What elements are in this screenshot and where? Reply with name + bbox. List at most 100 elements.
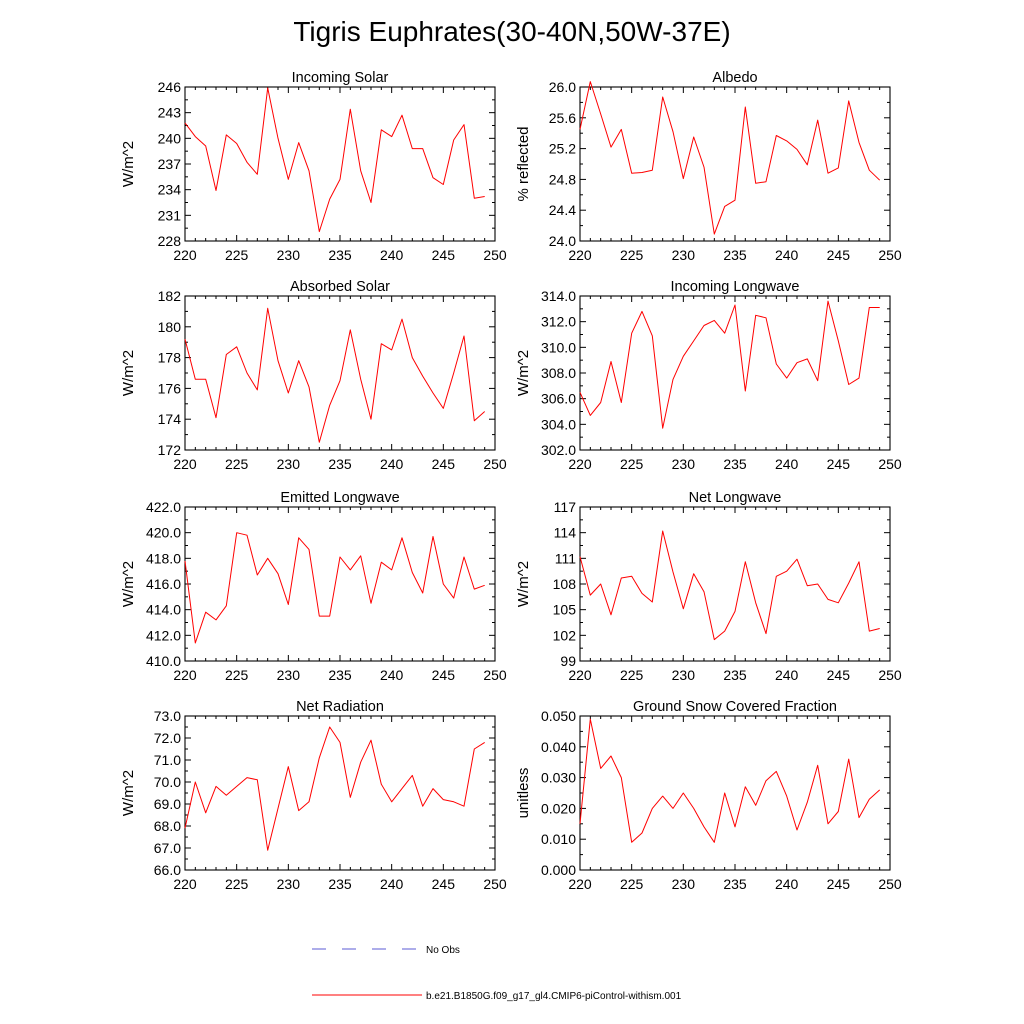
y-tick-label: 418.0 (146, 550, 181, 566)
y-tick-label: 26.0 (549, 79, 576, 95)
x-tick-label: 220 (173, 876, 197, 892)
plot-frame (184, 715, 496, 871)
y-tick-label: 114 (554, 525, 577, 541)
y-tick-label: 117 (554, 499, 577, 515)
x-tick-label: 235 (328, 667, 352, 683)
y-tick-label: 105 (553, 602, 577, 618)
plot-frame (579, 715, 891, 871)
y-tick-label: 68.0 (154, 818, 181, 834)
x-tick-label: 230 (672, 247, 696, 263)
chart-panel: Emitted Longwave W/m^2 220 225 230 235 240 245 2… (120, 490, 507, 683)
y-tick-label: 73.0 (154, 708, 181, 724)
x-tick-label: 225 (620, 876, 644, 892)
panel-title: Ground Snow Covered Fraction (633, 699, 837, 715)
y-tick-label: 0.050 (541, 708, 576, 724)
panel-title: Incoming Longwave (671, 279, 800, 295)
x-tick-label: 220 (173, 456, 197, 472)
y-tick-label: 67.0 (154, 840, 181, 856)
x-tick-label: 240 (775, 456, 799, 472)
y-tick-label: 24.8 (549, 171, 576, 187)
chart-panel: Ground Snow Covered Fraction unitless 220 2… (515, 699, 902, 892)
x-tick-label: 225 (620, 456, 644, 472)
y-tick-label: 0.010 (541, 831, 576, 847)
x-tick-label: 245 (432, 247, 456, 263)
y-tick-label: 312.0 (541, 314, 576, 330)
x-tick-label: 220 (568, 247, 592, 263)
x-tick-label: 220 (568, 876, 592, 892)
x-tick-label: 245 (432, 456, 456, 472)
y-tick-label: 310.0 (541, 339, 576, 355)
x-tick-label: 230 (277, 667, 301, 683)
y-tick-label: 308.0 (541, 365, 576, 381)
x-tick-label: 240 (775, 247, 799, 263)
panel-title: Net Longwave (689, 490, 782, 506)
x-tick-label: 245 (827, 247, 851, 263)
plot-frame (579, 295, 891, 451)
y-axis-label: unitless (515, 768, 532, 819)
y-axis-label: W/m^2 (120, 770, 137, 816)
chart-panel: Net Longwave W/m^2 220 225 230 235 240 245 250 99… (515, 490, 902, 683)
x-tick-label: 250 (878, 876, 902, 892)
y-tick-label: 420.0 (146, 525, 181, 541)
series-line (184, 726, 485, 851)
y-tick-label: 99 (560, 653, 576, 669)
series-line (579, 300, 880, 429)
x-tick-label: 225 (225, 456, 249, 472)
panel-title: Albedo (712, 70, 757, 86)
x-tick-label: 235 (723, 876, 747, 892)
y-tick-label: 414.0 (146, 602, 181, 618)
x-tick-label: 240 (380, 667, 404, 683)
chart-panel: Net Radiation W/m^2 220 225 230 235 240 245 250 6… (120, 699, 507, 892)
x-tick-label: 235 (723, 247, 747, 263)
y-tick-label: 314.0 (541, 288, 576, 304)
y-axis-label: W/m^2 (120, 141, 137, 187)
y-tick-label: 108 (553, 576, 577, 592)
x-tick-label: 220 (568, 667, 592, 683)
y-tick-label: 410.0 (146, 653, 181, 669)
x-tick-label: 240 (775, 876, 799, 892)
y-tick-label: 176 (158, 380, 182, 396)
plot-frame (579, 506, 891, 662)
x-tick-label: 250 (483, 456, 507, 472)
legend: No Obs b.e21.B1850G.f09_g17_gl4.CMIP6-pi… (312, 945, 682, 1002)
x-tick-label: 230 (277, 247, 301, 263)
y-tick-label: 25.2 (549, 141, 576, 157)
y-tick-label: 422.0 (146, 499, 181, 515)
legend-label-model: b.e21.B1850G.f09_g17_gl4.CMIP6-piControl… (426, 991, 682, 1002)
x-tick-label: 230 (672, 667, 696, 683)
chart-panel: Incoming Longwave W/m^2 220 225 230 235 240 245… (515, 279, 902, 472)
y-tick-label: 25.6 (549, 110, 576, 126)
y-tick-label: 234 (158, 182, 182, 198)
x-tick-label: 225 (225, 667, 249, 683)
plot-frame (184, 506, 496, 662)
x-tick-label: 245 (827, 456, 851, 472)
y-tick-label: 416.0 (146, 576, 181, 592)
y-axis-label: W/m^2 (120, 561, 137, 607)
x-tick-label: 245 (827, 667, 851, 683)
x-tick-label: 230 (277, 456, 301, 472)
y-tick-label: 71.0 (154, 752, 181, 768)
x-tick-label: 240 (380, 456, 404, 472)
x-tick-label: 250 (483, 667, 507, 683)
series-line (579, 718, 881, 843)
y-tick-label: 237 (158, 156, 182, 172)
y-tick-label: 306.0 (541, 391, 576, 407)
plot-frame (579, 86, 891, 242)
plot-frame (184, 295, 496, 451)
panel-title: Net Radiation (296, 699, 384, 715)
x-tick-label: 235 (723, 456, 747, 472)
x-tick-label: 225 (225, 247, 249, 263)
panel-title: Absorbed Solar (290, 279, 390, 295)
x-tick-label: 250 (483, 876, 507, 892)
x-tick-label: 245 (827, 876, 851, 892)
panel-title: Incoming Solar (292, 70, 389, 86)
x-tick-label: 235 (328, 876, 352, 892)
legend-label-no-obs: No Obs (426, 945, 460, 956)
x-tick-label: 240 (380, 876, 404, 892)
y-tick-label: 0.040 (541, 739, 576, 755)
y-tick-label: 69.0 (154, 796, 181, 812)
y-tick-label: 72.0 (154, 730, 181, 746)
y-tick-label: 231 (158, 207, 182, 223)
x-tick-label: 220 (173, 667, 197, 683)
